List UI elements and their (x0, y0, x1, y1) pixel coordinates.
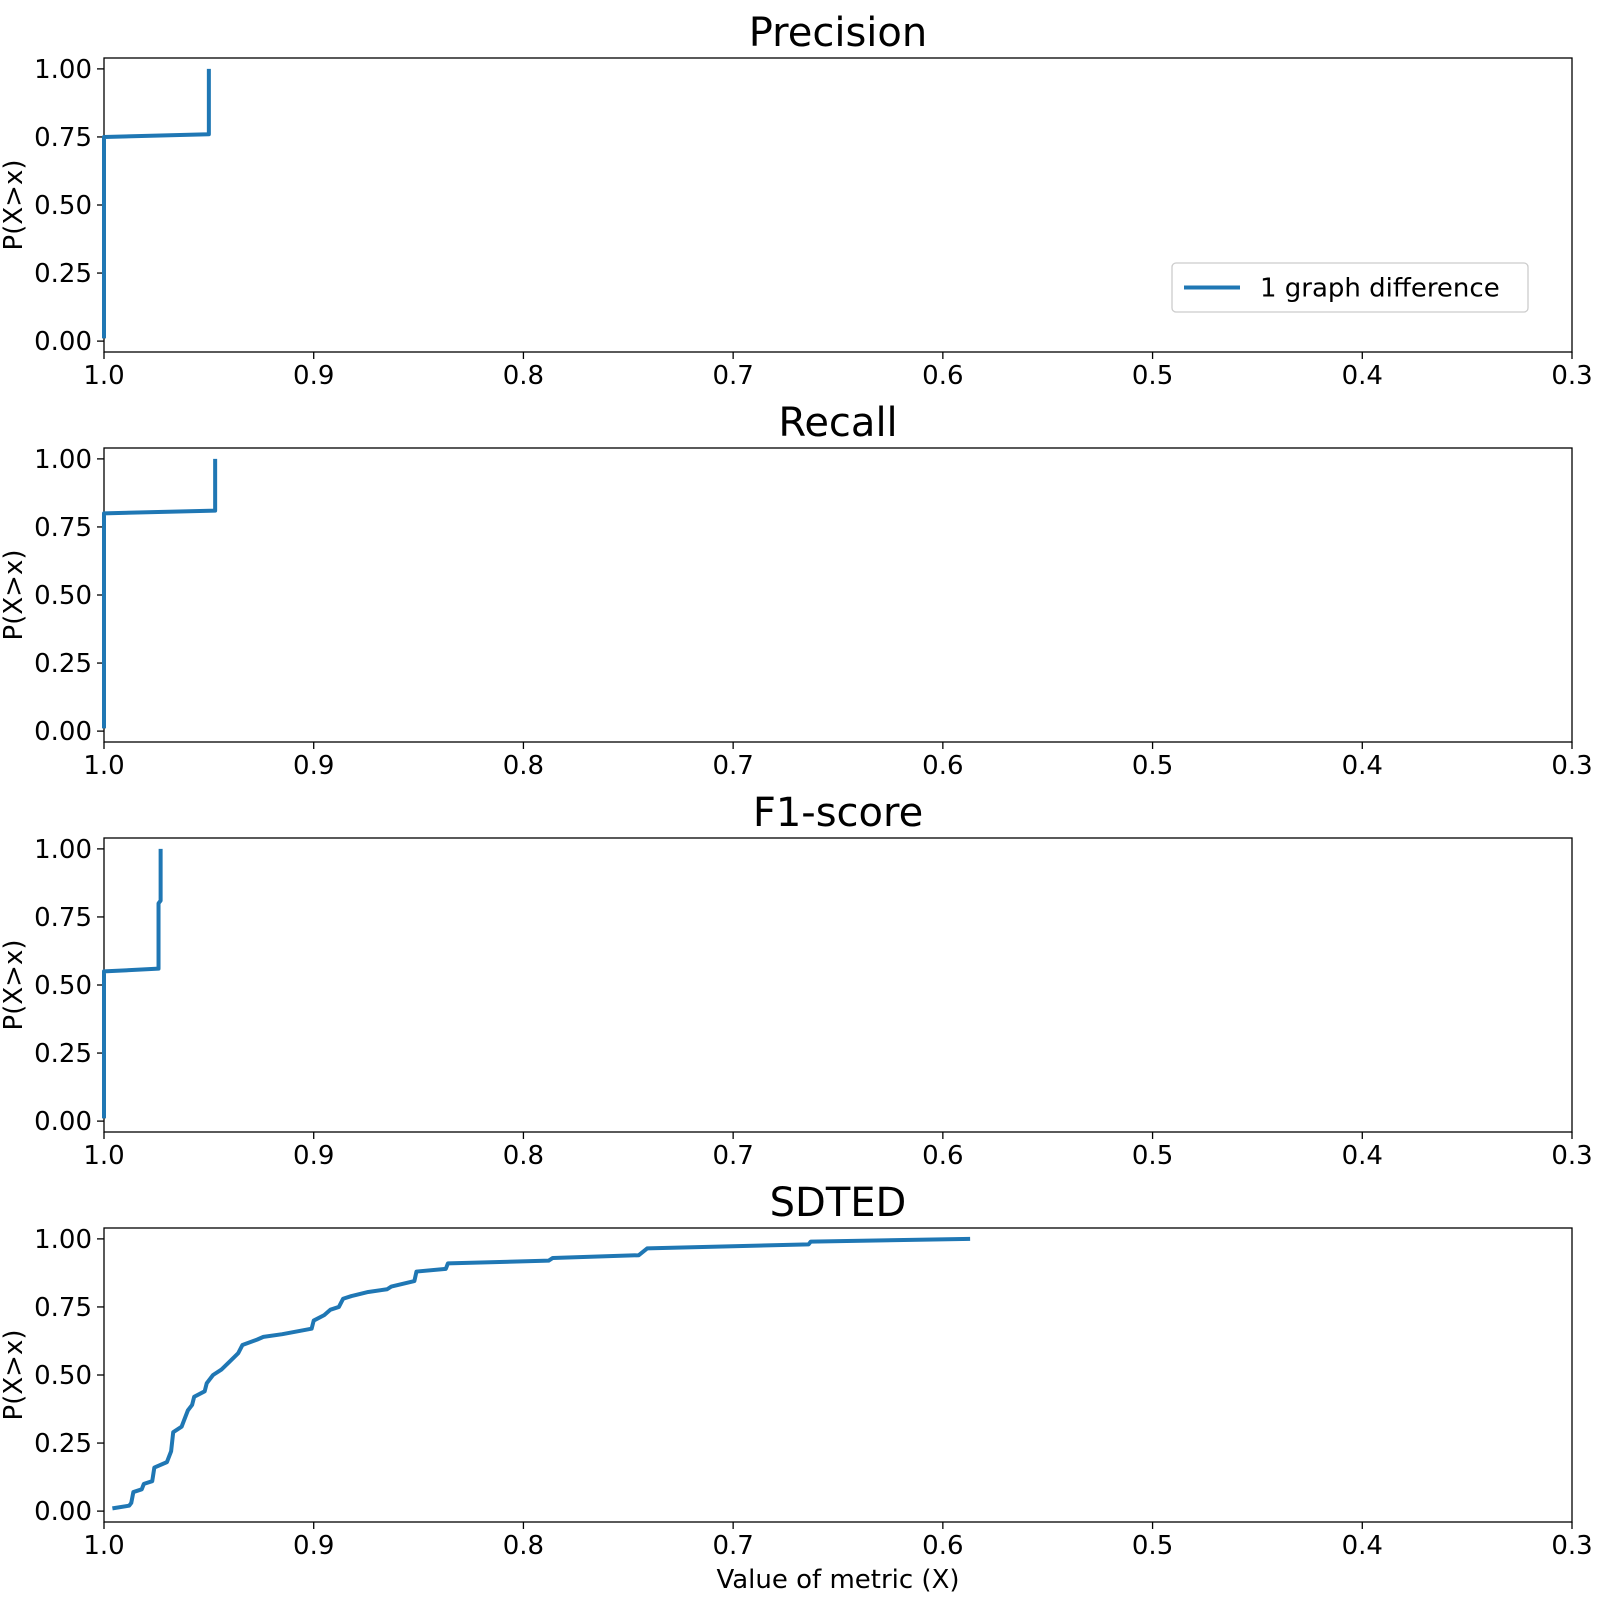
x-tick-label: 0.4 (1342, 1531, 1383, 1561)
chart-panel-1: Precision 1.0 0.9 0.8 0.7 0.6 0.5 0.4 0.3 0.00 0.2… (0, 10, 1593, 391)
x-tick-label: 0.9 (293, 1531, 334, 1561)
x-tick-label: 0.3 (1551, 361, 1592, 391)
y-tick-label: 0.00 (34, 717, 92, 747)
x-tick-label: 0.4 (1342, 1141, 1383, 1171)
x-tick-label: 0.7 (712, 751, 753, 781)
chart-title: Precision (749, 10, 927, 56)
x-tick-label: 0.6 (922, 361, 963, 391)
legend-label: 1 graph difference (1260, 274, 1500, 304)
x-tick-label: 0.6 (922, 1531, 963, 1561)
y-tick-label: 0.25 (34, 259, 92, 289)
y-axis-label: P(X>x) (0, 160, 29, 251)
x-tick-label: 0.5 (1132, 361, 1173, 391)
chart-title: F1-score (753, 790, 923, 836)
chart-panel-3: F1-score 1.0 0.9 0.8 0.7 0.6 0.5 0.4 0.3 0.00 0.25… (0, 790, 1593, 1171)
x-tick-label: 1.0 (83, 751, 124, 781)
x-tick-label: 0.8 (503, 751, 544, 781)
x-tick-label: 0.9 (293, 751, 334, 781)
y-tick-label: 0.50 (34, 971, 92, 1001)
y-tick-label: 0.50 (34, 1361, 92, 1391)
y-axis-label: P(X>x) (0, 1330, 29, 1421)
series-line (102, 458, 218, 729)
chart-panel-4: SDTED 1.0 0.9 0.8 0.7 0.6 0.5 0.4 0.3 0.00 0.25 0.5… (0, 1180, 1593, 1595)
x-tick-label: 0.9 (293, 1141, 334, 1171)
x-tick-label: 0.7 (712, 361, 753, 391)
x-tick-label: 0.3 (1551, 751, 1592, 781)
x-tick-label: 0.3 (1551, 1531, 1592, 1561)
y-tick-label: 0.25 (34, 1039, 92, 1069)
x-axis-label: Value of metric (X) (716, 1565, 959, 1595)
x-tick-label: 0.6 (922, 1141, 963, 1171)
y-tick-label: 0.25 (34, 649, 92, 679)
y-tick-label: 0.75 (34, 513, 92, 543)
axes-frame (103, 1227, 1573, 1523)
x-tick-label: 0.4 (1342, 751, 1383, 781)
x-tick-label: 0.6 (922, 751, 963, 781)
y-tick-label: 0.00 (34, 327, 92, 357)
x-tick-label: 1.0 (83, 1531, 124, 1561)
x-tick-label: 0.3 (1551, 1141, 1592, 1171)
y-axis-label: P(X>x) (0, 550, 29, 641)
y-tick-label: 1.00 (34, 835, 92, 865)
y-tick-label: 0.00 (34, 1497, 92, 1527)
y-tick-label: 0.75 (34, 1293, 92, 1323)
x-tick-label: 0.5 (1132, 1531, 1173, 1561)
x-tick-label: 0.7 (712, 1141, 753, 1171)
y-tick-label: 0.50 (34, 581, 92, 611)
legend-box (1171, 262, 1529, 313)
axes-frame (103, 447, 1573, 743)
x-tick-label: 1.0 (83, 361, 124, 391)
axes-frame (103, 837, 1573, 1133)
x-tick-label: 0.9 (293, 361, 334, 391)
x-tick-label: 0.4 (1342, 361, 1383, 391)
y-tick-label: 0.75 (34, 123, 92, 153)
y-tick-label: 0.25 (34, 1429, 92, 1459)
chart-title: Recall (778, 400, 897, 446)
y-tick-label: 1.00 (34, 445, 92, 475)
y-tick-label: 1.00 (34, 55, 92, 85)
y-axis-label: P(X>x) (0, 940, 29, 1031)
chart-panel-2: Recall 1.0 0.9 0.8 0.7 0.6 0.5 0.4 0.3 0.00 0.25 0.… (0, 400, 1593, 781)
x-tick-label: 0.8 (503, 1141, 544, 1171)
x-tick-label: 0.8 (503, 361, 544, 391)
y-tick-label: 0.75 (34, 903, 92, 933)
x-tick-label: 0.5 (1132, 751, 1173, 781)
chart-title: SDTED (770, 1180, 907, 1226)
legend: 1 graph difference (1171, 262, 1529, 313)
y-tick-label: 0.00 (34, 1107, 92, 1137)
y-tick-label: 0.50 (34, 191, 92, 221)
series-line (102, 68, 211, 339)
series-line (102, 848, 163, 1119)
x-tick-label: 0.8 (503, 1531, 544, 1561)
y-tick-label: 1.00 (34, 1225, 92, 1255)
x-tick-label: 0.7 (712, 1531, 753, 1561)
x-tick-label: 0.5 (1132, 1141, 1173, 1171)
x-tick-label: 1.0 (83, 1141, 124, 1171)
series-line (112, 1236, 971, 1511)
